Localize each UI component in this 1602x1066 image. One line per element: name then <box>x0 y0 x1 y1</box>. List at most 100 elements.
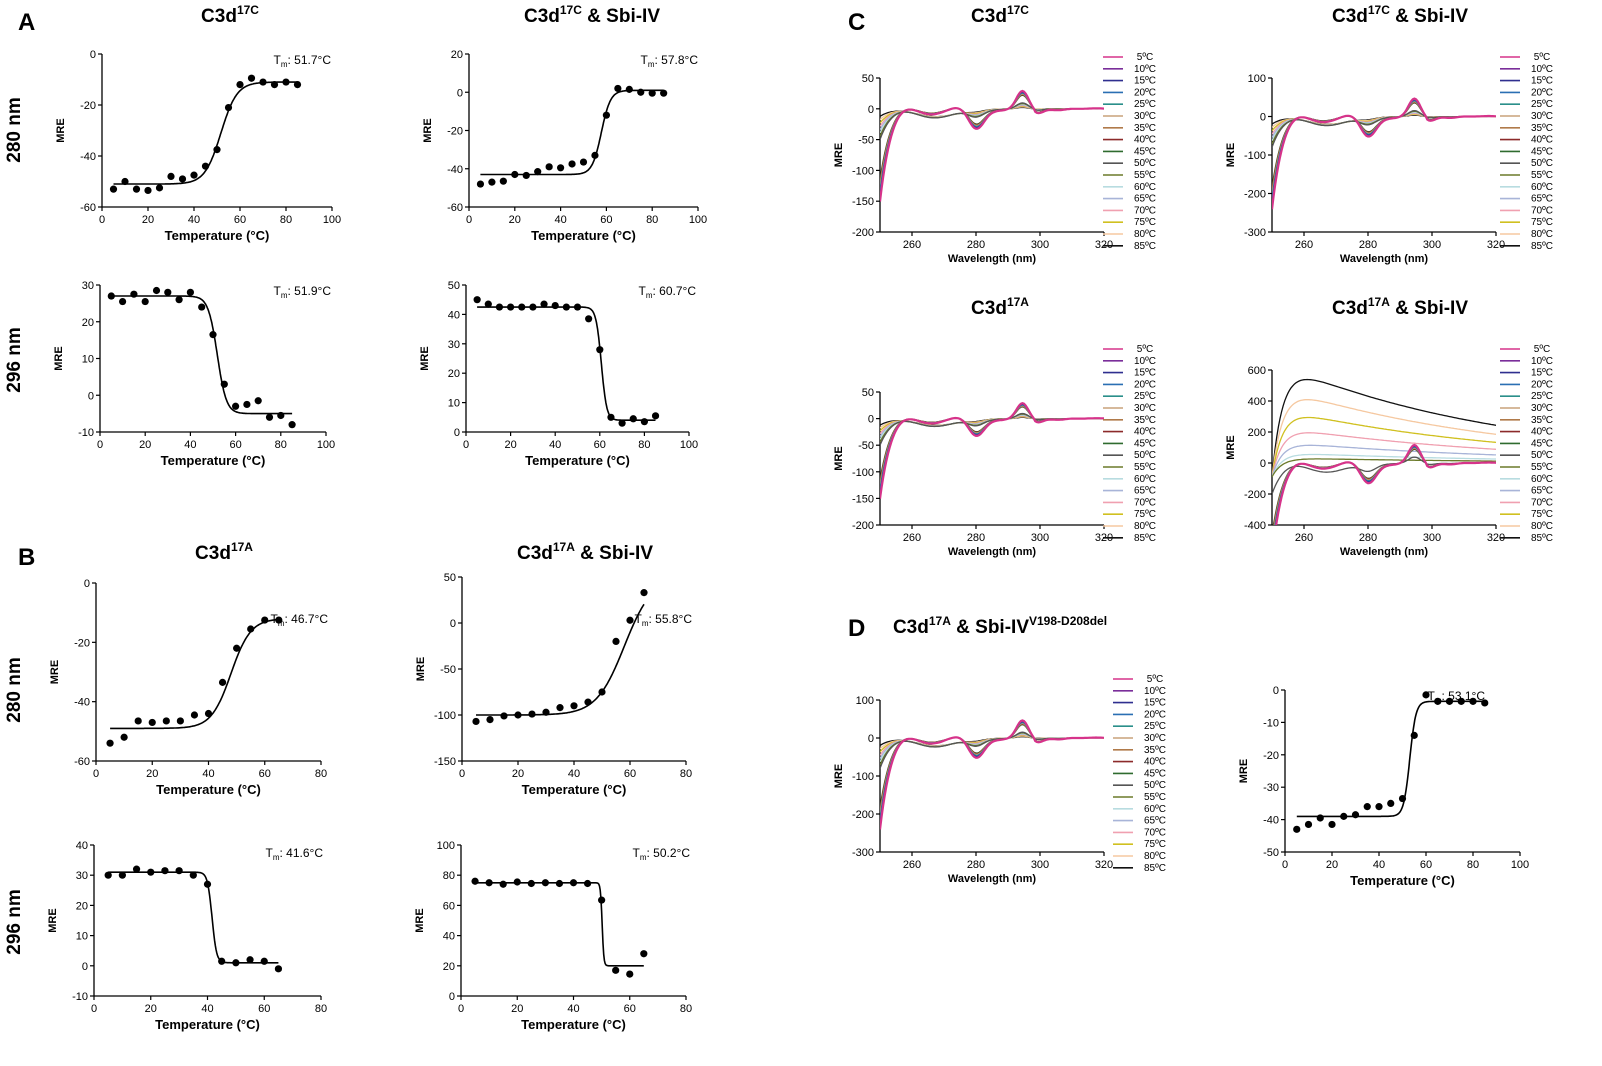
data-point <box>626 616 634 624</box>
series-group <box>880 719 1104 830</box>
x-axis-label: Wavelength (nm) <box>948 253 1037 265</box>
cd-series-25ºC <box>880 92 1104 191</box>
y-axis-label: MRE <box>414 908 426 932</box>
data-point <box>585 315 593 323</box>
y-tick-label: -50 <box>440 664 456 676</box>
data-point <box>485 879 493 887</box>
data-point <box>551 301 559 310</box>
tm-annotation: Tm: 50.2°C <box>632 846 690 862</box>
data-point <box>591 151 599 159</box>
x-tick-label: 280 <box>1359 532 1377 544</box>
legend-label: 85ºC <box>1531 533 1553 544</box>
legend-label: 30ºC <box>1531 403 1553 414</box>
chart-title-rest: & Sbi-IV <box>575 543 653 564</box>
legend-label: 80ºC <box>1531 229 1553 240</box>
x-tick-label: 260 <box>1295 532 1313 544</box>
x-tick-label: 260 <box>1295 239 1313 251</box>
chart-title-main: C3d <box>524 6 560 27</box>
data-point <box>134 717 142 725</box>
x-axis-label: Temperature (°C) <box>1350 873 1455 888</box>
data-point <box>275 616 283 624</box>
data-point <box>175 296 183 304</box>
chart-title-superscript: 17A <box>1007 295 1029 309</box>
cd-series-5ºC <box>1272 97 1496 210</box>
y-tick-label: -40 <box>1263 815 1279 827</box>
chart-title: C3d17A & Sbi-IV <box>517 540 653 564</box>
y-tick-label: 10 <box>82 354 94 366</box>
y-tick-label: 0 <box>868 414 874 426</box>
legend: 5ºC10ºC15ºC20ºC25ºC30ºC35ºC40ºC45ºC50ºC5… <box>1103 52 1156 252</box>
y-tick-label: -100 <box>852 467 874 479</box>
x-axis-label-degree: ° <box>1436 873 1441 888</box>
x-axis-label-text: Temperature ( <box>521 1017 607 1032</box>
tm-annotation: Tm: 60.7°C <box>638 284 696 300</box>
tm-subscript: m <box>278 619 285 628</box>
data-point <box>1293 825 1301 833</box>
x-tick-label: 40 <box>554 214 566 226</box>
data-point <box>1363 803 1371 811</box>
data-point <box>141 297 149 306</box>
data-point <box>232 402 240 410</box>
data-point <box>596 346 604 354</box>
data-point <box>583 879 592 888</box>
cd-series-85ºC <box>1272 378 1496 477</box>
y-tick-label: 0 <box>84 578 90 590</box>
chart-title-superscript: 17C <box>560 3 582 17</box>
tm-label: T <box>638 284 646 298</box>
tm-annotation: Tm: 51.7°C <box>273 53 331 69</box>
data-point <box>265 413 274 421</box>
x-axis-label: Temperature (°C) <box>531 228 636 243</box>
data-point <box>247 625 255 633</box>
x-tick-label: 0 <box>458 1003 464 1015</box>
legend-label: 85ºC <box>1134 241 1156 252</box>
data-point <box>640 418 649 426</box>
data-point <box>522 171 530 180</box>
data-point <box>109 185 118 193</box>
legend-label: 70ºC <box>1134 205 1156 216</box>
y-axis-label: MRE <box>1238 759 1250 783</box>
series-group <box>880 402 1104 499</box>
data-point <box>579 158 588 166</box>
legend-label: 20ºC <box>1531 87 1553 98</box>
data-point <box>513 878 521 886</box>
chart-title-main: C3d <box>1332 298 1368 319</box>
chart-title-superscript-2: V198-D208del <box>1029 614 1107 628</box>
legend: 5ºC10ºC15ºC20ºC25ºC30ºC35ºC40ºC45ºC50ºC5… <box>1113 674 1166 874</box>
tm-label: T <box>270 612 278 626</box>
y-tick-label: -50 <box>858 135 874 147</box>
chart-title: C3d17C <box>971 3 1029 27</box>
y-tick-label: 80 <box>443 870 455 882</box>
cd-series-25ºC <box>1274 446 1496 525</box>
x-axis-label-unit: C) <box>252 453 266 468</box>
legend-label: 10ºC <box>1531 356 1553 367</box>
legend-label: 40ºC <box>1144 757 1166 768</box>
chart-title: C3d17A & Sbi-IVV198-D208del <box>893 614 1107 638</box>
y-tick-label: 50 <box>444 572 456 584</box>
y-tick-label: 20 <box>443 961 455 973</box>
chart-C3: 260 280 300 320-200-150-100-50050MREWavelen… <box>833 295 1156 558</box>
row-label: 280 nm <box>4 657 25 722</box>
data-point <box>155 184 164 192</box>
legend-label: 80ºC <box>1531 521 1553 532</box>
tm-label: T <box>632 846 640 860</box>
data-point <box>529 303 537 311</box>
x-tick-label: 60 <box>624 768 636 780</box>
legend-label: 55ºC <box>1134 462 1156 473</box>
x-tick-label: 40 <box>549 439 561 451</box>
x-axis-label-unit: C) <box>612 1017 626 1032</box>
x-axis-label-text: Temperature ( <box>165 228 251 243</box>
y-tick-label: -100 <box>1244 150 1266 162</box>
data-point <box>119 297 127 306</box>
y-tick-label: -40 <box>74 697 90 709</box>
data-point <box>618 419 626 427</box>
x-axis-label: Temperature (°C) <box>165 228 270 243</box>
y-tick-label: 40 <box>443 931 455 943</box>
cd-series-40ºC <box>1273 448 1496 525</box>
data-point <box>625 85 633 93</box>
x-tick-label: 320 <box>1095 859 1113 871</box>
chart-title-main: C3d <box>971 6 1007 27</box>
legend-label: 25ºC <box>1531 99 1553 110</box>
data-point <box>562 303 570 311</box>
y-tick-label: -20 <box>447 126 463 138</box>
